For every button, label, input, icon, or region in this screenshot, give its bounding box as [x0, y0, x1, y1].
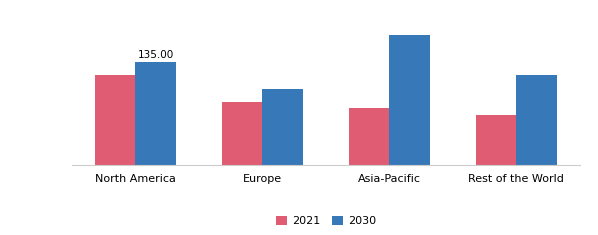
Legend: 2021, 2030: 2021, 2030	[271, 212, 381, 231]
Bar	[263, 89, 303, 164]
Bar	[95, 75, 136, 164]
Bar	[475, 115, 516, 164]
Bar	[136, 62, 176, 164]
Bar	[516, 75, 557, 164]
Text: 135.00: 135.00	[138, 51, 174, 60]
Bar	[349, 108, 389, 164]
Bar	[222, 102, 263, 164]
Bar	[389, 35, 430, 164]
